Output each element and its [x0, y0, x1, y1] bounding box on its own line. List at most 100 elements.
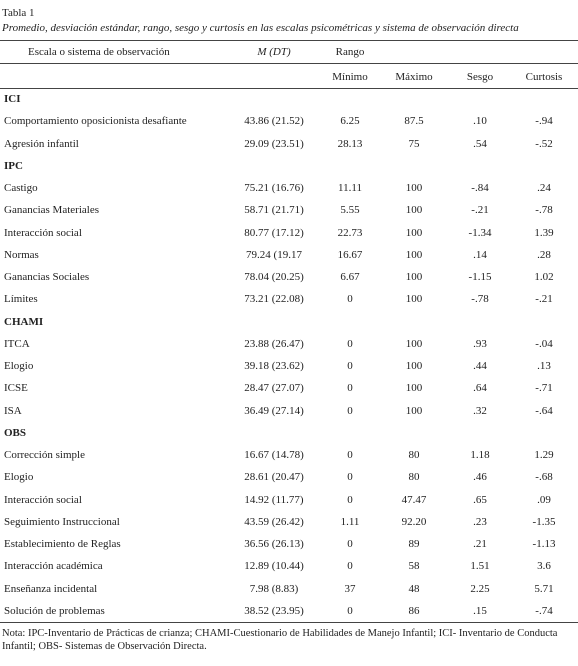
cell: 73.21 (22.08) [244, 293, 304, 306]
cell: .54 [473, 137, 487, 150]
row-label: Interacción académica [4, 560, 103, 573]
cell: 11.11 [338, 182, 362, 195]
cell: 78.04 (20.25) [244, 271, 304, 284]
cell: -.78 [535, 204, 553, 217]
cell: -.68 [535, 471, 553, 484]
cell: -.84 [471, 182, 489, 195]
header: Curtosis [525, 71, 563, 83]
cell: 48 [408, 582, 420, 595]
cell: 2.25 [470, 582, 490, 595]
cell: .09 [537, 493, 551, 506]
table-label: Tabla 1 [2, 7, 35, 19]
cell: -1.15 [468, 271, 492, 284]
table-title: Promedio, desviación estándar, rango, se… [2, 22, 519, 34]
cell: 100 [405, 337, 423, 350]
cell: .15 [473, 604, 487, 617]
group-name: OBS [4, 426, 27, 439]
cell: -.64 [535, 404, 553, 417]
cell: 79.24 (19.17 [246, 248, 302, 261]
cell: 0 [347, 404, 353, 417]
cell: 0 [347, 293, 353, 306]
cell: -.94 [535, 115, 553, 128]
cell: -.04 [535, 337, 553, 350]
cell: -.21 [535, 293, 553, 306]
cell: 75.21 (16.76) [244, 182, 304, 195]
cell: .64 [473, 382, 487, 395]
cell: -.21 [471, 204, 489, 217]
cell: 14.92 (11.77) [244, 493, 304, 506]
cell: .93 [473, 337, 487, 350]
row-label: ITCA [4, 337, 30, 350]
header: Escala o sistema de observación [28, 46, 170, 58]
cell: 1.51 [470, 560, 490, 573]
cell: 38.52 (23.95) [244, 604, 304, 617]
row-label: Elogio [4, 360, 34, 373]
cell: 47.47 [401, 493, 427, 506]
cell: .23 [473, 515, 487, 528]
row-label: Interacción social [4, 493, 82, 506]
group-name: IPC [4, 159, 23, 172]
cell: 5.55 [340, 204, 360, 217]
cell: .13 [537, 360, 551, 373]
cell: -1.35 [532, 515, 556, 528]
cell: 16.67 [337, 248, 363, 261]
cell: 16.67 (14.78) [244, 449, 304, 462]
row-label: Ganancias Sociales [4, 271, 90, 284]
bottom-rule [0, 622, 578, 623]
cell: 100 [405, 382, 423, 395]
cell: .14 [473, 248, 487, 261]
cell: -1.13 [532, 538, 556, 551]
cell: 0 [347, 360, 353, 373]
cell: 0 [347, 449, 353, 462]
cell: 100 [405, 204, 423, 217]
cell: 86 [408, 604, 420, 617]
row-label: Corrección simple [4, 449, 85, 462]
cell: 89 [408, 538, 420, 551]
header: M (DT) [257, 46, 291, 58]
row-label: Enseñanza incidental [4, 582, 98, 595]
cell: 37 [344, 582, 356, 595]
cell: 80 [408, 471, 420, 484]
row-label: Límites [4, 293, 38, 306]
cell: 23.88 (26.47) [244, 337, 304, 350]
header: Mínimo [332, 71, 368, 83]
cell: -1.34 [468, 226, 492, 239]
cell: 6.67 [340, 271, 360, 284]
cell: .28 [537, 248, 551, 261]
cell: 36.49 (27.14) [244, 404, 304, 417]
group-name: CHAMI [4, 315, 44, 328]
cell: .32 [473, 404, 487, 417]
cell: 28.61 (20.47) [244, 471, 304, 484]
cell: -.78 [471, 293, 489, 306]
note: Nota: IPC-Inventario de Prácticas de cri… [2, 628, 558, 652]
cell: 58.71 (21.71) [244, 204, 304, 217]
cell: 80.77 (17.12) [244, 226, 304, 239]
row-label: Solución de problemas [4, 604, 105, 617]
row-label: Elogio [4, 471, 34, 484]
header: Máximo [395, 71, 433, 83]
cell: 0 [347, 538, 353, 551]
header-rule [0, 63, 578, 64]
group-name: ICI [4, 93, 21, 105]
cell: 43.59 (26.42) [244, 515, 304, 528]
cell: 92.20 [401, 515, 427, 528]
cell: 0 [347, 604, 353, 617]
cell: 1.18 [470, 449, 490, 462]
header-rule [0, 88, 578, 89]
cell: 0 [347, 382, 353, 395]
cell: .44 [473, 360, 487, 373]
row-label: ICSE [4, 382, 28, 395]
row-label: Comportamiento oposicionista desafiante [4, 115, 187, 128]
row-label: Agresión infantil [4, 137, 79, 150]
cell: 80 [408, 449, 420, 462]
cell: 5.71 [534, 582, 554, 595]
top-rule [0, 40, 578, 41]
cell: 58 [408, 560, 420, 573]
cell: 100 [405, 271, 423, 284]
row-label: Seguimiento Instruccional [4, 515, 120, 528]
cell: 1.11 [340, 515, 360, 528]
cell: 100 [405, 182, 423, 195]
cell: 100 [405, 248, 423, 261]
cell: 100 [405, 226, 423, 239]
